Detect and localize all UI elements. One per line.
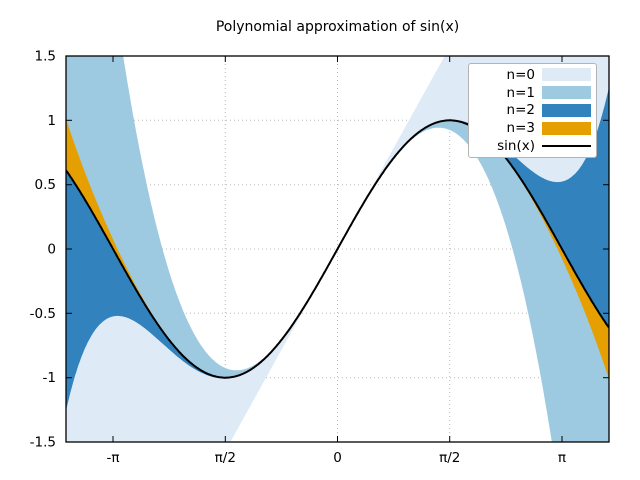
x-tick-label: π xyxy=(558,450,566,466)
y-tick-label: 0.5 xyxy=(35,177,56,193)
legend-entry-sin: sin(x) xyxy=(473,137,591,155)
legend-entry-n3: n=3 xyxy=(473,119,591,137)
legend: n=0 n=1 n=2 n=3 sin(x) xyxy=(468,63,597,158)
x-tick-label: 0 xyxy=(333,450,342,466)
legend-entry-n0: n=0 xyxy=(473,66,591,84)
legend-entry-n1: n=1 xyxy=(473,84,591,102)
legend-label-n2: n=2 xyxy=(506,102,535,119)
x-tick-label: -π xyxy=(107,450,120,466)
x-tick-label: π/2 xyxy=(439,450,460,466)
legend-entry-n2: n=2 xyxy=(473,102,591,120)
chart-title: Polynomial approximation of sin(x) xyxy=(215,19,460,35)
series-fill-n=1 xyxy=(66,56,609,442)
legend-swatch-n3 xyxy=(542,121,591,135)
sin-curve xyxy=(66,119,609,379)
legend-label-sin: sin(x) xyxy=(497,138,535,155)
legend-label-n0: n=0 xyxy=(506,66,535,83)
y-tick-label: -1.5 xyxy=(30,435,56,451)
y-tick-label: -1 xyxy=(43,370,56,386)
y-tick-label: -0.5 xyxy=(30,306,56,322)
x-tick-label: π/2 xyxy=(215,450,236,466)
legend-swatch-n0 xyxy=(542,68,591,82)
legend-label-n3: n=3 xyxy=(506,120,535,137)
y-tick-label: 1.5 xyxy=(35,49,56,65)
legend-label-n1: n=1 xyxy=(506,84,535,101)
y-tick-label: 1 xyxy=(47,113,56,129)
legend-swatch-n2 xyxy=(542,103,591,117)
y-tick-label: 0 xyxy=(47,242,56,258)
legend-line-sample-sin xyxy=(542,145,591,148)
legend-swatch-n1 xyxy=(542,86,591,100)
